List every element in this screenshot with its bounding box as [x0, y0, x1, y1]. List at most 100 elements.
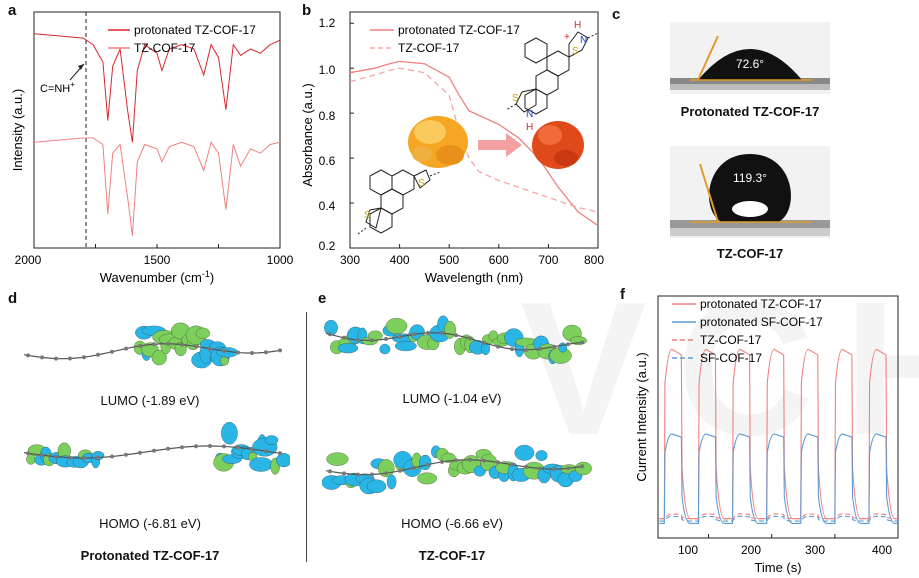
atom	[54, 356, 58, 361]
legend-f-3: SF-COF-17	[700, 351, 762, 365]
caption-c-bottom: TZ-COF-17	[716, 246, 784, 261]
ftir-series-protonated	[33, 33, 281, 143]
b-ytick-12: 1.2	[319, 16, 336, 30]
panel-label-e: e	[318, 290, 327, 307]
f-xtick-200: 200	[741, 543, 761, 557]
atom	[356, 472, 360, 477]
orbital-lobe	[574, 461, 592, 476]
xtick-1000: 1000	[267, 253, 294, 267]
ylabel-f: Current Intensity (a.u.)	[634, 352, 649, 481]
b-ytick-04: 0.4	[319, 199, 336, 213]
atom	[566, 342, 570, 347]
f-xtick-100: 100	[678, 543, 698, 557]
tangent-line-top	[697, 35, 719, 81]
orbital-lobe	[326, 452, 349, 466]
atom	[26, 451, 30, 456]
atom	[222, 444, 226, 449]
legend-f-2: TZ-COF-17	[700, 333, 762, 347]
atom	[384, 471, 388, 476]
atom	[412, 332, 416, 337]
angle-top: 72.6°	[736, 57, 764, 71]
photocurrent-chart: protonated TZ-COF-17 protonated SF-COF-1…	[634, 295, 899, 575]
svg-text:S: S	[364, 210, 371, 221]
atom-h-bottom: H	[526, 122, 533, 133]
atom	[552, 467, 556, 471]
atom	[96, 455, 100, 460]
atom	[538, 466, 542, 471]
svg-text:S: S	[418, 178, 425, 189]
atom	[124, 346, 128, 351]
caption-d: Protonated TZ-COF-17	[80, 548, 220, 563]
atom	[40, 453, 44, 458]
ylabel-a: Intensity (a.u.)	[10, 89, 25, 171]
atom	[222, 348, 226, 353]
lumo-e: LUMO (-1.04 eV)	[402, 391, 502, 406]
legend-pristine: TZ-COF-17	[134, 41, 196, 55]
atom	[138, 343, 142, 348]
neutral-structure	[357, 169, 441, 235]
atom	[370, 472, 374, 477]
b-ytick-10: 1.0	[319, 63, 336, 77]
atom	[328, 469, 332, 474]
atom	[26, 353, 30, 358]
atom	[194, 444, 198, 449]
uvvis-series-protonated	[349, 60, 599, 227]
atom	[208, 346, 212, 351]
atom	[194, 344, 198, 349]
f-xtick-300: 300	[805, 543, 825, 557]
atom-n-bottom: N	[526, 109, 533, 120]
xlabel-f: Time (s)	[754, 560, 801, 575]
f-xtick-400: 400	[872, 543, 892, 557]
atom	[152, 448, 156, 453]
orbital-e-lumo	[324, 315, 587, 365]
b-xtick-600: 600	[489, 253, 509, 267]
arrow-icon	[478, 133, 522, 157]
atom	[110, 349, 114, 354]
photocurrent-series-2	[659, 513, 898, 520]
orbital-lobe	[26, 454, 36, 465]
atom	[152, 342, 156, 347]
atom	[468, 336, 472, 341]
atom	[454, 458, 458, 463]
panel-divider	[306, 312, 307, 562]
orbital-lobe	[444, 320, 456, 339]
droplet-pristine	[709, 154, 791, 222]
orbital-lobe	[417, 472, 437, 485]
atom	[566, 466, 570, 471]
atom	[68, 455, 72, 460]
atom	[110, 454, 114, 459]
atom	[264, 449, 268, 454]
b-ytick-08: 0.8	[319, 109, 336, 123]
atom	[580, 340, 584, 345]
atom	[398, 468, 402, 473]
orbital-e-homo	[322, 444, 592, 495]
angle-bottom: 119.3°	[733, 171, 767, 185]
ylabel-b: Absorbance (a.u.)	[300, 83, 315, 186]
photocurrent-series-1	[659, 433, 898, 525]
orbital-lobe	[264, 435, 279, 445]
orbital-lobe	[379, 343, 391, 355]
atom	[510, 462, 514, 467]
orbital-lobe	[385, 318, 408, 334]
b-xtick-300: 300	[340, 253, 360, 267]
atom	[236, 445, 240, 450]
atom	[524, 347, 528, 352]
atom	[166, 341, 170, 346]
photocurrent-series-0	[659, 348, 898, 520]
xlabel-b: Wavelength (nm)	[425, 270, 524, 285]
atom	[208, 444, 212, 448]
b-ytick-06: 0.6	[319, 154, 336, 168]
orbital-lobe	[221, 422, 238, 445]
xtick-1500: 1500	[144, 253, 171, 267]
legend-f-0: protonated TZ-COF-17	[700, 297, 822, 311]
atom	[580, 464, 584, 469]
yellow-powder-image	[408, 116, 468, 168]
atom	[82, 355, 86, 360]
plus-sign: +	[564, 32, 570, 43]
atom	[538, 346, 542, 351]
panel-label-d: d	[8, 290, 18, 307]
atom	[440, 331, 444, 336]
legend-f-1: protonated SF-COF-17	[700, 315, 823, 329]
atom	[96, 352, 100, 357]
atom	[68, 356, 72, 361]
